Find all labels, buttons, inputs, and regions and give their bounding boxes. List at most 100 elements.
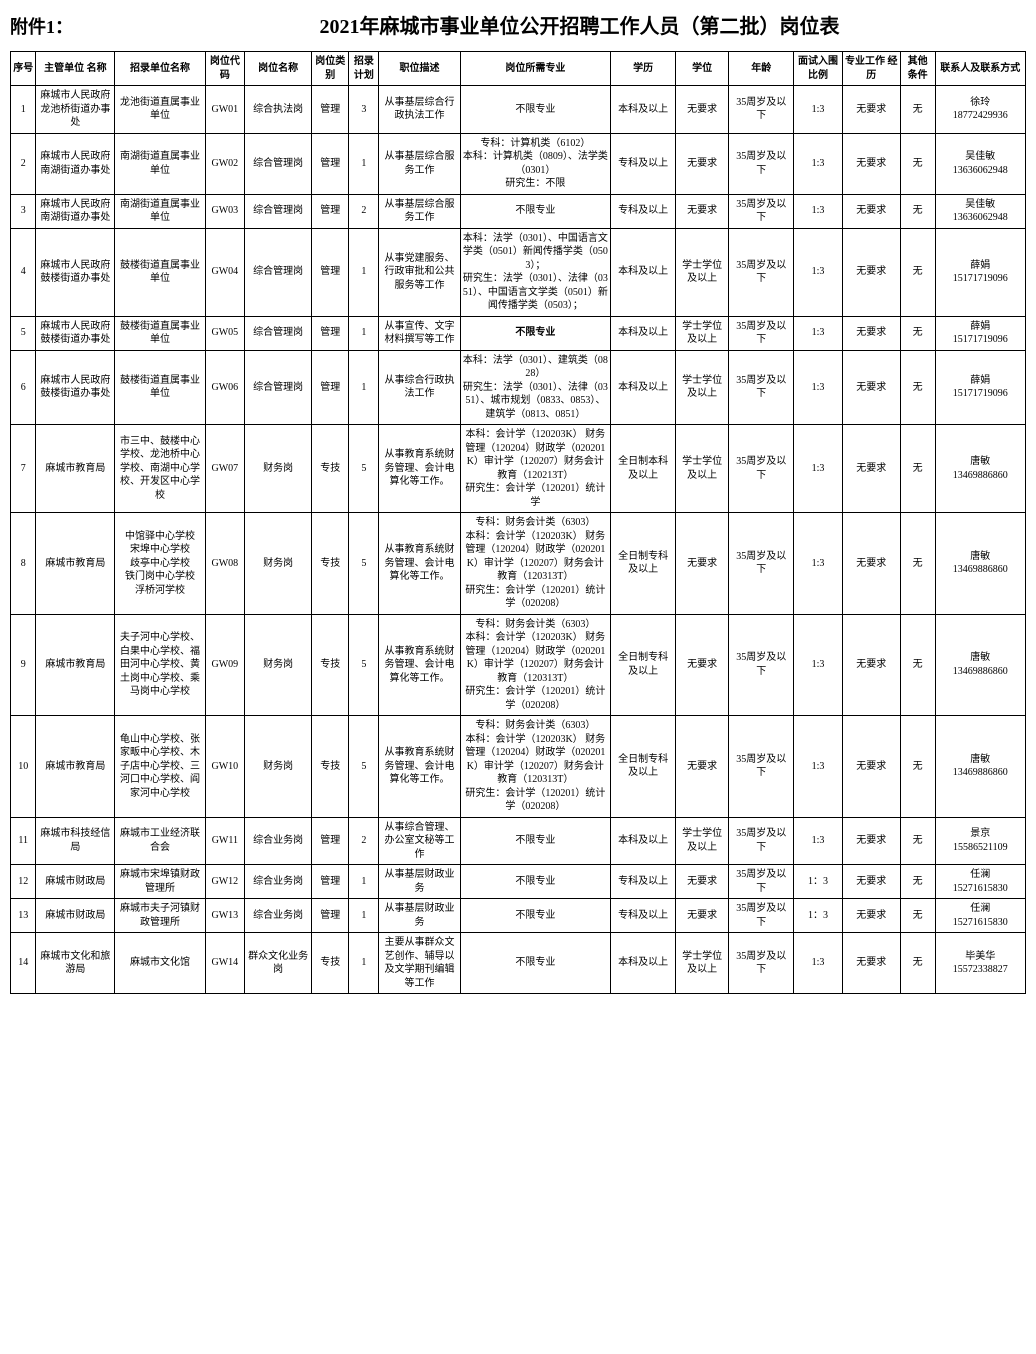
cell-other: 无	[900, 228, 935, 316]
cell-plan: 5	[349, 716, 379, 818]
cell-seq: 14	[11, 933, 36, 994]
cell-dept: 麻城市教育局	[36, 716, 115, 818]
cell-contact: 任澜 15271615830	[935, 899, 1025, 933]
cell-edu: 本科及以上	[611, 316, 676, 350]
cell-desc: 从事基层综合服务工作	[379, 194, 460, 228]
cell-unit: 麻城市宋埠镇财政管理所	[115, 865, 205, 899]
cell-plan: 5	[349, 425, 379, 513]
col-header: 岗位名称	[245, 52, 312, 86]
cell-edu: 专科及以上	[611, 865, 676, 899]
cell-exp: 无要求	[842, 133, 900, 194]
cell-dept: 麻城市人民政府龙池桥街道办事处	[36, 86, 115, 134]
cell-plan: 2	[349, 817, 379, 865]
cell-other: 无	[900, 194, 935, 228]
cell-dept: 麻城市人民政府南湖街道办事处	[36, 133, 115, 194]
cell-edu: 专科及以上	[611, 899, 676, 933]
cell-ratio: 1:3	[794, 513, 843, 615]
cell-exp: 无要求	[842, 425, 900, 513]
cell-desc: 主要从事群众文艺创作、辅导以及文学期刊编辑等工作	[379, 933, 460, 994]
cell-contact: 毕美华 15572338827	[935, 933, 1025, 994]
cell-exp: 无要求	[842, 865, 900, 899]
cell-degree: 无要求	[676, 899, 729, 933]
cell-ratio: 1:3	[794, 228, 843, 316]
cell-contact: 徐玲 18772429936	[935, 86, 1025, 134]
cell-exp: 无要求	[842, 817, 900, 865]
cell-other: 无	[900, 817, 935, 865]
cell-edu: 本科及以上	[611, 933, 676, 994]
cell-ptype: 管理	[312, 865, 349, 899]
cell-dept: 麻城市财政局	[36, 865, 115, 899]
cell-contact: 唐敏 13469886860	[935, 513, 1025, 615]
cell-age: 35周岁及以下	[729, 614, 794, 716]
cell-edu: 全日制专科及以上	[611, 513, 676, 615]
cell-age: 35周岁及以下	[729, 933, 794, 994]
cell-dept: 麻城市教育局	[36, 614, 115, 716]
cell-pname: 综合管理岗	[245, 350, 312, 425]
cell-major: 不限专业	[460, 86, 611, 134]
cell-pname: 综合管理岗	[245, 194, 312, 228]
col-header: 联系人及联系方式	[935, 52, 1025, 86]
cell-dept: 麻城市教育局	[36, 513, 115, 615]
cell-exp: 无要求	[842, 899, 900, 933]
col-header: 年龄	[729, 52, 794, 86]
cell-ratio: 1:3	[794, 614, 843, 716]
cell-other: 无	[900, 933, 935, 994]
cell-edu: 专科及以上	[611, 133, 676, 194]
cell-other: 无	[900, 350, 935, 425]
cell-code: GW14	[205, 933, 244, 994]
cell-ptype: 管理	[312, 133, 349, 194]
cell-other: 无	[900, 614, 935, 716]
cell-dept: 麻城市人民政府南湖街道办事处	[36, 194, 115, 228]
table-header-row: 序号 主管单位 名称 招录单位名称 岗位代码 岗位名称 岗位类别 招录计划 职位…	[11, 52, 1026, 86]
cell-pname: 综合管理岗	[245, 228, 312, 316]
cell-code: GW13	[205, 899, 244, 933]
cell-plan: 1	[349, 228, 379, 316]
cell-major: 不限专业	[460, 194, 611, 228]
cell-age: 35周岁及以下	[729, 817, 794, 865]
cell-degree: 学士学位及以上	[676, 817, 729, 865]
cell-unit: 龙池街道直属事业单位	[115, 86, 205, 134]
cell-contact: 薛娟 15171719096	[935, 228, 1025, 316]
cell-desc: 从事基层综合服务工作	[379, 133, 460, 194]
cell-ptype: 管理	[312, 194, 349, 228]
cell-ptype: 专技	[312, 614, 349, 716]
cell-ratio: 1:3	[794, 716, 843, 818]
cell-age: 35周岁及以下	[729, 513, 794, 615]
cell-ratio: 1：3	[794, 899, 843, 933]
cell-other: 无	[900, 865, 935, 899]
cell-edu: 全日制本科及以上	[611, 425, 676, 513]
cell-plan: 1	[349, 133, 379, 194]
cell-contact: 唐敏 13469886860	[935, 716, 1025, 818]
cell-contact: 吴佳敏 13636062948	[935, 194, 1025, 228]
cell-pname: 财务岗	[245, 716, 312, 818]
col-header: 专业工作 经历	[842, 52, 900, 86]
table-row: 10麻城市教育局龟山中心学校、张家畈中心学校、木子店中心学校、三河口中心学校、阎…	[11, 716, 1026, 818]
cell-seq: 5	[11, 316, 36, 350]
cell-seq: 12	[11, 865, 36, 899]
cell-major: 本科：法学（0301）、建筑类（0828） 研究生：法学（0301）、法律（03…	[460, 350, 611, 425]
cell-exp: 无要求	[842, 933, 900, 994]
cell-ratio: 1:3	[794, 425, 843, 513]
cell-ratio: 1:3	[794, 194, 843, 228]
cell-ptype: 管理	[312, 228, 349, 316]
cell-ptype: 管理	[312, 817, 349, 865]
cell-unit: 鼓楼街道直属事业单位	[115, 316, 205, 350]
cell-contact: 唐敏 13469886860	[935, 614, 1025, 716]
cell-edu: 全日制专科及以上	[611, 716, 676, 818]
cell-exp: 无要求	[842, 513, 900, 615]
cell-dept: 麻城市人民政府鼓楼街道办事处	[36, 228, 115, 316]
cell-ptype: 专技	[312, 513, 349, 615]
recruitment-table: 序号 主管单位 名称 招录单位名称 岗位代码 岗位名称 岗位类别 招录计划 职位…	[10, 51, 1026, 994]
col-header: 主管单位 名称	[36, 52, 115, 86]
cell-code: GW12	[205, 865, 244, 899]
cell-ptype: 管理	[312, 899, 349, 933]
cell-age: 35周岁及以下	[729, 865, 794, 899]
cell-pname: 综合管理岗	[245, 316, 312, 350]
cell-contact: 唐敏 13469886860	[935, 425, 1025, 513]
cell-plan: 1	[349, 933, 379, 994]
table-row: 3麻城市人民政府南湖街道办事处南湖街道直属事业单位GW03综合管理岗管理2从事基…	[11, 194, 1026, 228]
cell-pname: 综合管理岗	[245, 133, 312, 194]
cell-degree: 学士学位及以上	[676, 933, 729, 994]
cell-plan: 1	[349, 350, 379, 425]
cell-seq: 8	[11, 513, 36, 615]
